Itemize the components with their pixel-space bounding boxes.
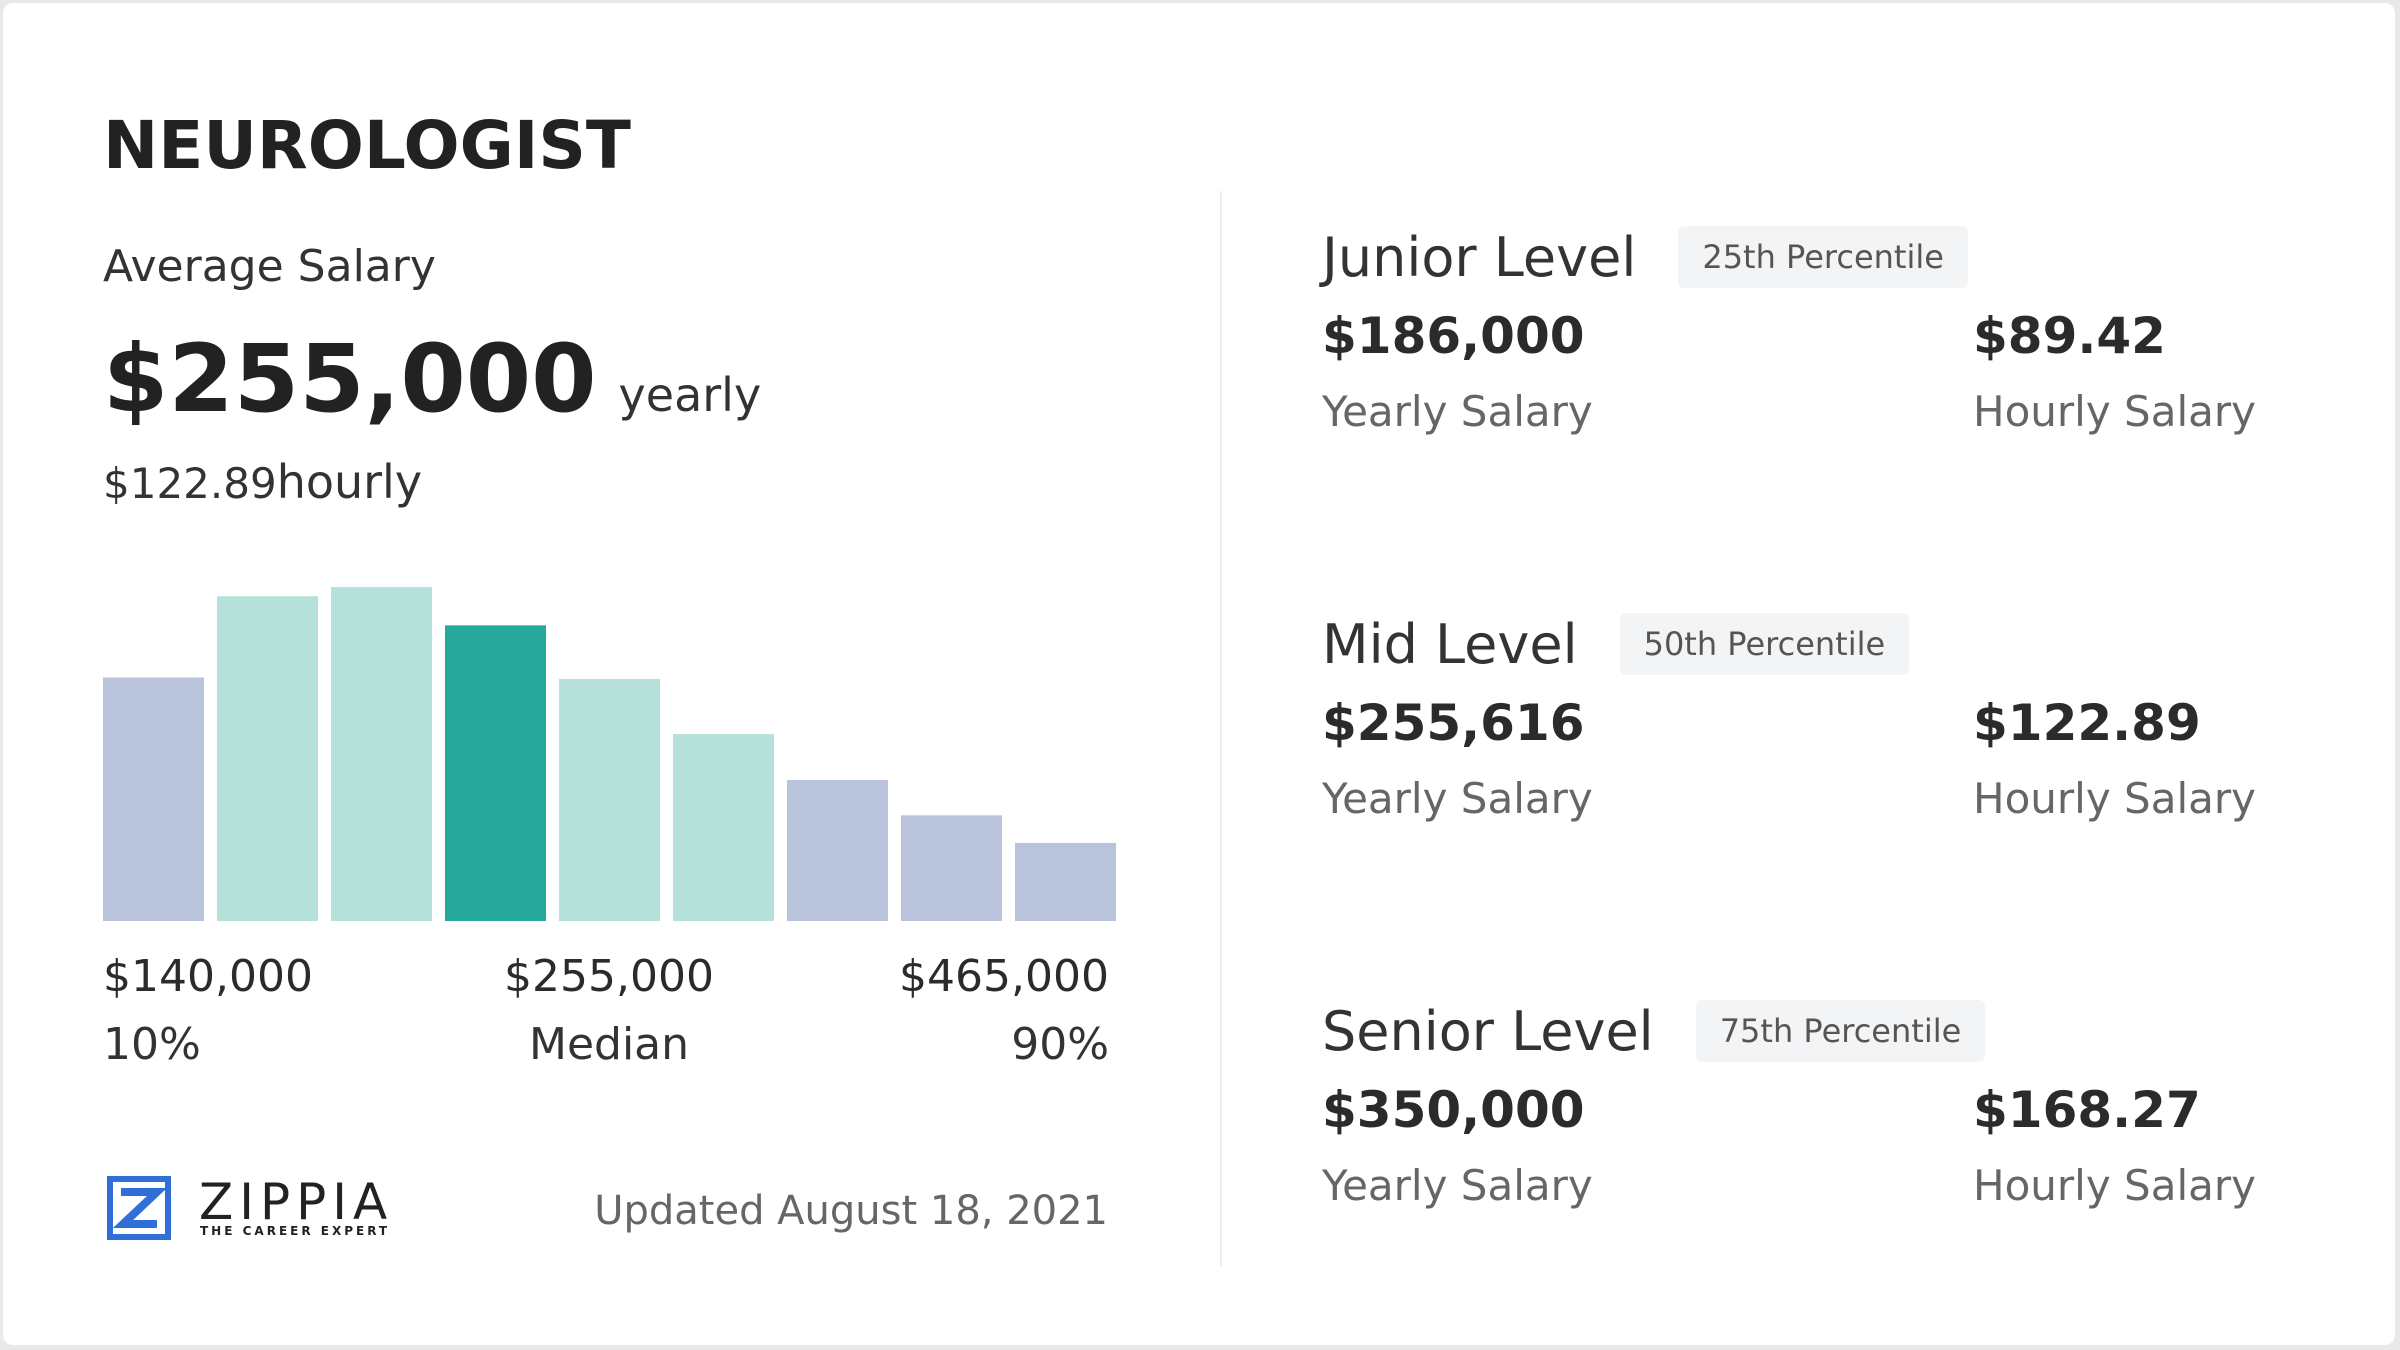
level-name: Mid Level	[1322, 612, 1578, 676]
level-name: Senior Level	[1322, 999, 1654, 1063]
updated: Updated August 18, 2021	[594, 1188, 1108, 1234]
bar	[103, 677, 204, 921]
hourly-salary: $89.42	[1973, 307, 2166, 365]
range-amount: $255,000	[504, 951, 714, 1002]
yearly-salary: $350,000	[1322, 1081, 1585, 1139]
brand: ZIPPIA	[199, 1173, 394, 1231]
title: NEUROLOGIST	[103, 107, 631, 184]
range-label: Median	[528, 1019, 690, 1070]
histogram	[103, 587, 1116, 921]
hourly-value: $122.89	[103, 459, 277, 508]
level: Senior Level 75th Percentile $350,000 Yearl…	[1322, 999, 2322, 1331]
yearly-value: $255,000	[103, 325, 597, 434]
range-amount: $140,000	[103, 951, 313, 1002]
average-hourly: $122.89hourly	[103, 459, 422, 505]
level: Junior Level 25th Percentile $186,000 Yearl…	[1322, 225, 2322, 557]
tagline: THE CAREER EXPERT	[200, 1224, 391, 1238]
hourly-label: Hourly Salary	[1973, 774, 2256, 823]
range-label: 90%	[1011, 1019, 1109, 1070]
divider	[1220, 191, 1222, 1266]
hourly-salary: $168.27	[1973, 1081, 2201, 1139]
level-name: Junior Level	[1322, 225, 1637, 289]
bar	[787, 780, 888, 921]
level-header: Senior Level 75th Percentile	[1322, 999, 2322, 1063]
hourly-label: Hourly Salary	[1973, 1161, 2256, 1210]
yearly-salary: $255,616	[1322, 694, 1585, 752]
hourly-label: Hourly Salary	[1973, 387, 2256, 436]
hourly-unit: hourly	[276, 455, 423, 509]
hourly-salary: $122.89	[1973, 694, 2201, 752]
percentile-badge: 75th Percentile	[1695, 1000, 1986, 1062]
level-header: Mid Level 50th Percentile	[1322, 612, 2322, 676]
average-label: Average Salary	[103, 241, 436, 292]
yearly-salary: $186,000	[1322, 307, 1585, 365]
bar	[445, 625, 546, 921]
level: Mid Level 50th Percentile $255,616 Yearly S…	[1322, 612, 2322, 944]
yearly-unit: yearly	[618, 368, 762, 422]
bar	[1015, 842, 1116, 921]
bar	[217, 596, 318, 921]
logo	[107, 1176, 171, 1240]
yearly-label: Yearly Salary	[1322, 774, 1593, 823]
bar	[559, 678, 660, 921]
yearly-label: Yearly Salary	[1322, 387, 1593, 436]
bar	[673, 734, 774, 921]
percentile-badge: 50th Percentile	[1619, 613, 1910, 675]
level-header: Junior Level 25th Percentile	[1322, 225, 2322, 289]
range-amount: $465,000	[899, 951, 1109, 1002]
card: NEUROLOGIST Average Salary $255,000 yearl…	[3, 3, 2395, 1345]
range-label: 10%	[103, 1019, 201, 1070]
bar	[901, 815, 1002, 921]
yearly-label: Yearly Salary	[1322, 1161, 1593, 1210]
bar	[331, 587, 432, 921]
average-yearly: $255,000 yearly	[103, 333, 761, 427]
percentile-badge: 25th Percentile	[1678, 226, 1968, 288]
